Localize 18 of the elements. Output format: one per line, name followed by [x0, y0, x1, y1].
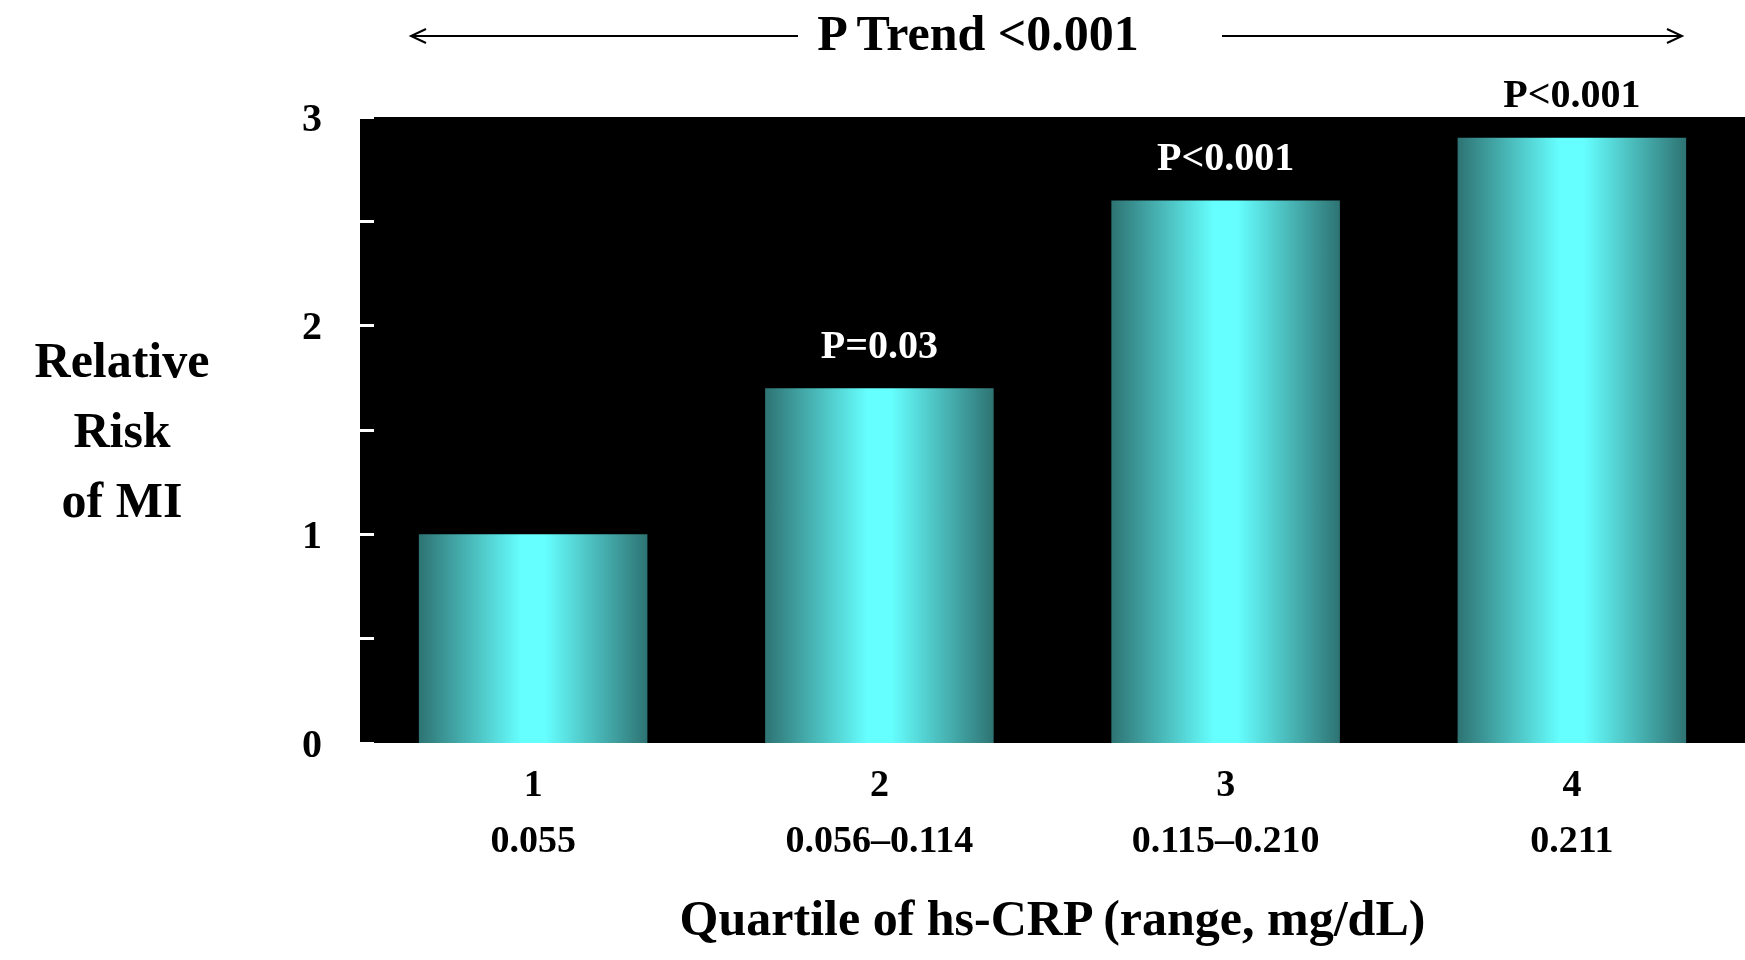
- annotation: P<0.001: [1503, 71, 1641, 117]
- bar: [765, 388, 994, 743]
- bar: [1457, 137, 1687, 743]
- y-tick-label: 2: [302, 303, 322, 349]
- x-tick-label: 4 0.211: [1530, 762, 1614, 860]
- chart-title: P Trend <0.001: [816, 4, 1140, 63]
- y-tick-label: 3: [302, 94, 322, 140]
- x-tick-label: 3 0.115–0.210: [1131, 762, 1320, 860]
- x-tick-label: 2 0.056–0.114: [785, 762, 974, 860]
- y-tick-label: 1: [302, 511, 322, 557]
- bar: [418, 534, 648, 743]
- x-tick-label: 1 0.055: [490, 762, 576, 860]
- bar: [1111, 200, 1340, 743]
- y-tick-label: 0: [302, 720, 322, 766]
- annotation: P=0.03: [820, 321, 938, 367]
- annotation: P<0.001: [1157, 133, 1295, 179]
- x-axis-title: Quartile of hs-CRP (range, mg/dL): [679, 890, 1426, 946]
- y-axis-title: Relative Risk of MI: [34, 332, 210, 528]
